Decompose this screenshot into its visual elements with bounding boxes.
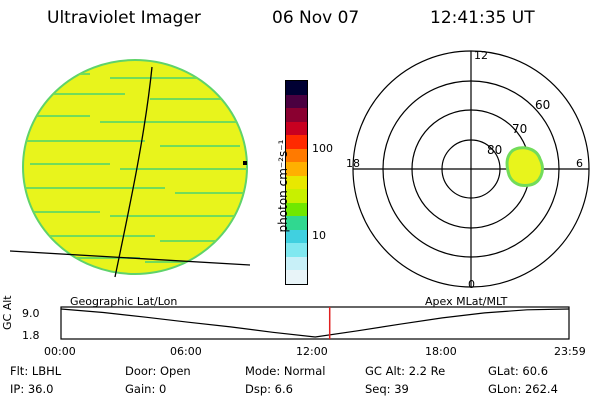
status-glon: GLon: 262.4 [488, 382, 558, 396]
status-glat: GLat: 60.6 [488, 364, 549, 378]
timeline-title-apex: Apex MLat/MLT [425, 295, 508, 308]
timeline-xtick-0600: 06:00 [170, 345, 202, 358]
colorbar-cell [286, 229, 307, 244]
colorbar-cell [286, 175, 307, 190]
lat-label-60: 60 [535, 98, 550, 112]
aurora-patch [505, 146, 544, 187]
colorbar-unit-label: photon cm⁻²s⁻¹ [276, 139, 290, 233]
mlt-label-0: 0 [468, 278, 475, 291]
colorbar-cell [286, 94, 307, 109]
instrument-title: Ultraviolet Imager [47, 8, 201, 28]
colorbar-cell [286, 270, 307, 284]
colorbar-cell [286, 81, 307, 95]
lat-label-70: 70 [512, 122, 527, 136]
colorbar-cell [286, 121, 307, 136]
status-dsp: Dsp: 6.6 [245, 382, 293, 396]
colorbar-tick-100: 100 [312, 142, 333, 155]
colorbar-cell [286, 135, 307, 149]
timeline-xtick-0000: 00:00 [44, 345, 76, 358]
colorbar [285, 80, 308, 285]
timeline-xtick-1800: 18:00 [425, 345, 457, 358]
colorbar-cell [286, 162, 307, 176]
disk-fill [22, 59, 248, 275]
timeline-title-geographic: Geographic Lat/Lon [70, 295, 178, 308]
timeline-xtick-1200: 12:00 [296, 345, 328, 358]
altitude-curve [60, 308, 570, 338]
timeline-ytick-1-8: 1.8 [22, 329, 40, 342]
status-filter: Flt: LBHL [10, 364, 62, 378]
geographic-meridian-line [114, 66, 153, 278]
satellite-marker [243, 161, 247, 165]
timeline-ytick-9: 9.0 [22, 307, 40, 320]
date-label: 06 Nov 07 [272, 8, 360, 28]
status-mode: Mode: Normal [245, 364, 326, 378]
timeline-frame [60, 306, 570, 340]
timeline-xtick-2359: 23:59 [554, 345, 586, 358]
status-seq: Seq: 39 [365, 382, 409, 396]
colorbar-tick-10: 10 [312, 229, 326, 242]
geographic-latitude-line [10, 250, 251, 266]
time-label: 12:41:35 UT [430, 8, 535, 28]
status-gain: Gain: 0 [125, 382, 167, 396]
lat-label-80: 80 [487, 143, 502, 157]
colorbar-cell [286, 108, 307, 122]
colorbar-cell [286, 189, 307, 203]
mlt-label-12: 12 [474, 49, 488, 62]
mlt-label-18: 18 [346, 157, 360, 170]
colorbar-cell [286, 243, 307, 257]
altitude-timeline [60, 306, 570, 340]
colorbar-cell [286, 256, 307, 271]
mlt-label-6: 6 [576, 157, 583, 170]
colorbar-cell [286, 202, 307, 217]
earth-disk-image [10, 59, 251, 278]
status-door: Door: Open [125, 364, 191, 378]
status-gc-alt: GC Alt: 2.2 Re [365, 364, 446, 378]
colorbar-cell [286, 148, 307, 163]
colorbar-cell [286, 216, 307, 230]
polar-plot: 12 18 6 0 60 70 80 [346, 49, 590, 291]
status-ip: IP: 36.0 [10, 382, 54, 396]
timeline-axis-label: GC Alt [1, 295, 14, 330]
